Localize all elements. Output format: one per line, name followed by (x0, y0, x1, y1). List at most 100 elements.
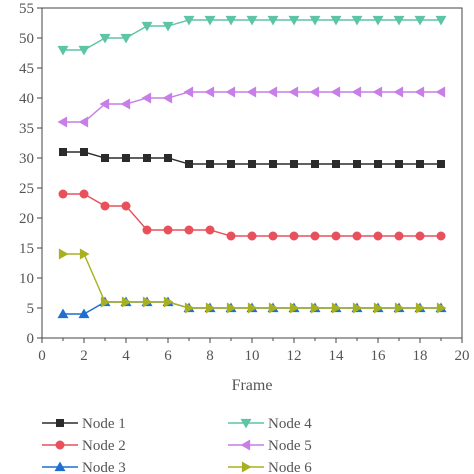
data-point (352, 302, 363, 314)
legend-item: Node 1 (42, 416, 126, 432)
y-tick-label: 45 (19, 61, 34, 77)
y-tick-label: 20 (19, 211, 34, 227)
y-axis: 0 5 10 15 20 25 30 35 40 45 50 55 (19, 1, 42, 347)
data-point (309, 86, 320, 98)
data-point (331, 231, 341, 241)
data-point (289, 302, 300, 314)
data-point (121, 296, 132, 308)
data-point (288, 86, 299, 98)
data-point (184, 225, 194, 235)
data-point (290, 160, 298, 168)
data-point (79, 189, 89, 199)
series-5 (57, 86, 446, 128)
data-point (100, 296, 111, 308)
series-2 (58, 189, 446, 241)
data-point (289, 231, 299, 241)
x-axis-title: Frame (232, 377, 273, 394)
x-tick-label: 6 (164, 348, 172, 364)
series-line (63, 91, 441, 123)
x-axis: 0 2 4 6 8 10 12 14 16 18 20 (38, 338, 470, 364)
series-1 (59, 148, 445, 168)
legend-marker (240, 418, 252, 429)
data-point (101, 154, 109, 162)
data-point (79, 248, 90, 260)
x-tick-label: 14 (329, 348, 345, 364)
data-point (142, 296, 153, 308)
data-point (416, 160, 424, 168)
legend-marker (55, 440, 65, 450)
x-tick-label: 20 (455, 348, 470, 364)
data-point (183, 15, 195, 26)
data-point (225, 86, 236, 98)
data-point (437, 160, 445, 168)
y-tick-label: 40 (19, 91, 34, 107)
y-tick-label: 30 (19, 151, 34, 167)
data-point (120, 98, 131, 110)
data-point (183, 86, 194, 98)
legend-item: Node 3 (42, 460, 126, 474)
plot-border (41, 7, 463, 339)
data-point (436, 302, 447, 314)
data-point (246, 15, 258, 26)
data-point (351, 86, 362, 98)
data-point (374, 160, 382, 168)
data-point (268, 231, 278, 241)
data-point (205, 302, 216, 314)
y-tick-label: 50 (19, 31, 34, 47)
data-point (141, 92, 152, 104)
data-point (204, 86, 215, 98)
data-point (394, 302, 405, 314)
data-point (57, 116, 68, 128)
data-point (247, 302, 258, 314)
series-4 (57, 15, 447, 56)
series-line (63, 193, 441, 237)
data-point (121, 201, 131, 211)
data-point (185, 160, 193, 168)
data-point (351, 15, 363, 26)
y-tick-label: 0 (27, 331, 35, 347)
data-point (269, 160, 277, 168)
x-tick-label: 12 (287, 348, 302, 364)
y-tick-label: 35 (19, 121, 34, 137)
legend-item: Node 6 (228, 460, 312, 474)
legend-marker (56, 419, 64, 427)
data-point (206, 160, 214, 168)
data-point (247, 231, 257, 241)
data-point (414, 15, 426, 26)
legend-label: Node 3 (82, 460, 126, 474)
data-point (373, 302, 384, 314)
data-point (226, 302, 237, 314)
data-point (435, 86, 446, 98)
y-tick-label: 10 (19, 271, 34, 287)
x-tick-label: 18 (413, 348, 428, 364)
data-point (415, 302, 426, 314)
data-point (142, 225, 152, 235)
x-tick-label: 4 (122, 348, 130, 364)
data-point (99, 98, 110, 110)
data-point (58, 189, 68, 199)
data-point (373, 231, 383, 241)
data-point (311, 160, 319, 168)
data-point (143, 154, 151, 162)
data-point (309, 15, 321, 26)
data-point (435, 15, 447, 26)
data-point (310, 302, 321, 314)
data-point (248, 160, 256, 168)
y-tick-label: 25 (19, 181, 34, 197)
data-point (162, 21, 174, 32)
data-point (330, 86, 341, 98)
data-point (184, 302, 195, 314)
data-point (395, 160, 403, 168)
legend-item: Node 2 (42, 438, 126, 454)
legend-label: Node 1 (82, 416, 126, 432)
data-point (163, 225, 173, 235)
data-point (352, 231, 362, 241)
data-point (372, 15, 384, 26)
data-point (204, 15, 216, 26)
data-point (57, 308, 69, 319)
data-point (436, 231, 446, 241)
data-point (162, 92, 173, 104)
series-line (63, 253, 441, 309)
plot-frame (41, 7, 463, 339)
data-point (120, 33, 132, 44)
